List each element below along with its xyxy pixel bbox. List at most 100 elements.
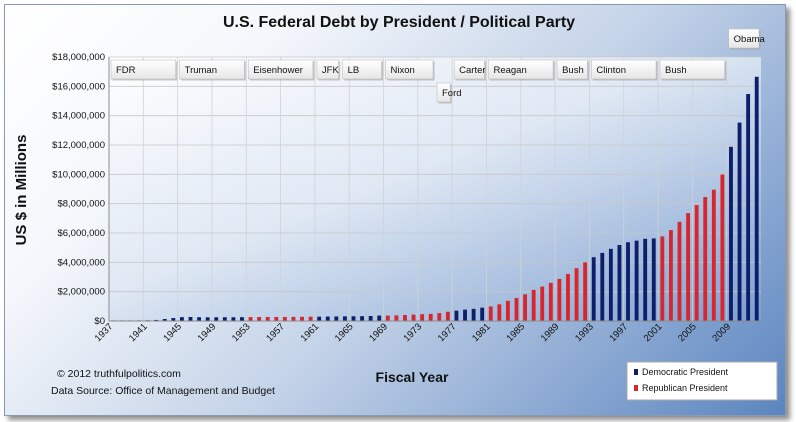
- x-tick-label: 1997: [607, 321, 630, 344]
- bar-1964: [342, 316, 347, 321]
- president-label-box: [110, 59, 176, 80]
- bar-1993: [591, 257, 596, 321]
- bar-1991: [574, 268, 579, 321]
- x-tick-label: 1993: [573, 321, 596, 344]
- bar-1954: [257, 317, 262, 321]
- president-label: Clinton: [591, 59, 658, 81]
- bar-2011: [746, 94, 751, 321]
- y-tick-label: $6,000,000: [57, 228, 105, 239]
- bar-1978: [463, 309, 467, 321]
- bar-1994: [600, 252, 605, 321]
- legend-label-democratic: Democratic President: [642, 367, 729, 377]
- president-label-text: Bush: [665, 65, 687, 76]
- legend: Democratic President Republican Presiden…: [626, 361, 778, 401]
- bar-1972: [411, 314, 416, 321]
- bar-1967: [368, 315, 373, 321]
- legend-label-republican: Republican President: [642, 383, 728, 393]
- bar-1965: [351, 316, 356, 321]
- president-label: JFK: [316, 59, 341, 81]
- legend-swatch-republican: [634, 385, 638, 391]
- x-tick-label: 1965: [333, 321, 356, 344]
- x-axis-label: Fiscal Year: [376, 369, 449, 385]
- x-tick-label: 1953: [230, 321, 253, 344]
- bar-1997: [626, 242, 630, 321]
- president-label-box: [316, 59, 339, 80]
- bar-1947: [197, 317, 202, 321]
- legend-swatch-democratic: [634, 369, 638, 375]
- x-tick-label: 1941: [127, 321, 150, 344]
- bar-1996: [617, 245, 622, 321]
- bar-2003: [677, 221, 682, 321]
- president-label-text: Clinton: [596, 65, 626, 76]
- bar-1980: [480, 307, 485, 321]
- president-label: Obama: [728, 28, 766, 50]
- bar-1951: [231, 317, 236, 321]
- bar-1968: [377, 315, 382, 321]
- bar-1956: [274, 316, 279, 321]
- president-label: Eisenhower: [247, 59, 315, 81]
- bar-1990: [566, 273, 570, 321]
- bar-1977: [454, 310, 459, 321]
- y-tick-label: $8,000,000: [57, 199, 105, 210]
- bar-2000: [651, 238, 656, 321]
- bar-1970: [394, 315, 399, 321]
- president-label: Truman: [179, 59, 246, 81]
- bar-1962: [325, 316, 330, 321]
- president-label-box: [728, 28, 760, 49]
- bar-1998: [634, 240, 639, 321]
- data-source-text: Data Source: Office of Management and Bu…: [51, 385, 275, 397]
- bar-1974: [428, 313, 433, 321]
- chart-frame: U.S. Federal Debt by President / Politic…: [4, 4, 786, 416]
- bar-2002: [668, 230, 673, 321]
- bar-1944: [171, 318, 176, 321]
- bar-2004: [686, 213, 691, 321]
- president-labels: FDR Truman Eisenhower JFK LB Nixon Ford Carter R…: [110, 28, 766, 104]
- bar-1948: [205, 317, 210, 321]
- bar-1987: [540, 286, 545, 321]
- bar-2001: [660, 236, 665, 321]
- president-label-box: [436, 82, 451, 103]
- president-label: Ford: [436, 82, 462, 104]
- y-tick-label: $16,000,000: [52, 81, 105, 92]
- y-tick-label: $2,000,000: [57, 287, 105, 298]
- y-axis-label: US $ in Millions: [13, 135, 30, 246]
- bar-1985: [523, 294, 528, 321]
- president-label: Carter: [453, 59, 486, 81]
- bar-1986: [531, 289, 536, 321]
- president-label: Reagan: [488, 59, 555, 81]
- bar-1973: [420, 314, 425, 321]
- president-label-box: [385, 59, 434, 80]
- y-tick-label: $4,000,000: [57, 257, 105, 268]
- president-label-text: Reagan: [493, 65, 526, 76]
- bar-1946: [188, 317, 193, 321]
- bar-1995: [608, 248, 613, 321]
- chart-canvas: U.S. Federal Debt by President / Politic…: [13, 14, 778, 401]
- axes: [108, 57, 761, 322]
- bar-1949: [214, 317, 219, 321]
- president-label-text: Bush: [562, 65, 584, 76]
- president-label-text: Nixon: [391, 65, 415, 76]
- bar-1952: [240, 317, 244, 321]
- bar-2012: [754, 76, 759, 321]
- president-label-text: Ford: [442, 88, 462, 99]
- legend-box: [626, 361, 778, 401]
- x-tick-label: 1977: [436, 321, 459, 344]
- bar-1950: [222, 317, 227, 321]
- president-label: Nixon: [385, 59, 435, 81]
- bar-1957: [282, 317, 287, 321]
- president-label-box: [556, 59, 588, 80]
- bar-1963: [334, 316, 339, 321]
- x-tick-label: 1985: [504, 321, 527, 344]
- bar-1971: [403, 315, 407, 321]
- y-tick-label: $12,000,000: [52, 140, 105, 151]
- president-label: FDR: [110, 59, 178, 81]
- bar-1984: [514, 298, 519, 321]
- bar-1981: [488, 306, 493, 321]
- bar-2009: [729, 146, 733, 321]
- bar-1992: [583, 262, 588, 321]
- y-tick-label: $18,000,000: [52, 52, 105, 63]
- president-label-text: Carter: [459, 65, 485, 76]
- president-label-text: FDR: [116, 65, 136, 76]
- x-tick-label: 1961: [299, 321, 322, 344]
- bar-1989: [557, 278, 562, 321]
